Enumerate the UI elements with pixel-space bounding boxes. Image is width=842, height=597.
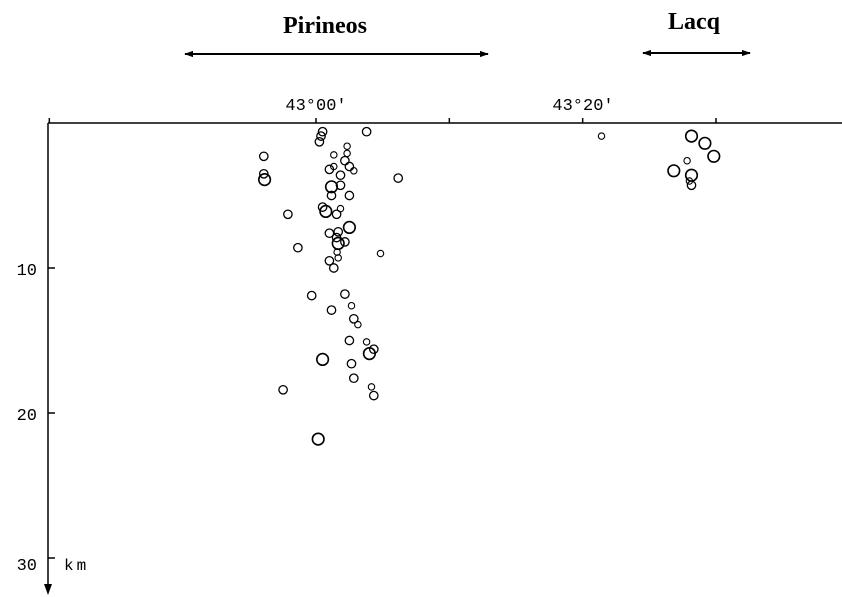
hypocenter-point-8: [314, 136, 325, 147]
hypocenter-point-20: [328, 263, 339, 273]
hypocenter-point-4: [293, 242, 303, 253]
earthquake-hypocenters: [258, 126, 721, 446]
hypocenter-point-58: [707, 149, 721, 163]
hypocenter-point-13: [330, 151, 338, 159]
depth-axis-arrowhead: [44, 584, 52, 595]
hypocenter-point-60: [667, 164, 681, 178]
hypocenter-point-15: [326, 190, 337, 201]
hypocenter-point-23: [335, 170, 346, 181]
x-tick-label-43-20: 43°20': [552, 97, 613, 116]
hypocenter-point-56: [684, 129, 699, 143]
hypocenter-point-47: [361, 126, 372, 137]
y-ticks: [48, 267, 55, 559]
hypocenter-point-40: [340, 289, 350, 299]
hypocenter-point-38: [342, 220, 357, 234]
x-tick-label-43-00: 43°00': [285, 97, 346, 116]
hypocenter-point-31: [336, 204, 345, 213]
hypocenter-point-45: [346, 358, 357, 369]
hypocenter-point-12: [324, 180, 339, 194]
hypocenter-point-16: [317, 202, 328, 212]
hypocenter-point-21: [326, 305, 337, 315]
hypocenter-point-43: [354, 320, 362, 329]
hypocenter-point-2: [258, 173, 272, 187]
x-ticks: [48, 118, 717, 123]
hypocenter-point-34: [344, 161, 355, 172]
hypocenter-point-5: [306, 290, 317, 301]
hypocenter-point-33: [343, 149, 351, 158]
region-label-lacq: Lacq: [668, 9, 721, 35]
hypocenter-point-41: [348, 313, 359, 324]
hypocenter-point-53: [376, 249, 385, 258]
hypocenter-point-39: [340, 237, 350, 247]
hypocenter-point-7: [311, 432, 325, 446]
hypocenter-point-35: [343, 142, 351, 150]
hypocenter-point-59: [683, 156, 691, 165]
hypocenter-point-52: [368, 390, 379, 401]
hypocenter-point-30: [334, 254, 342, 262]
hypocenter-point-42: [347, 301, 356, 310]
hypocenter-point-22: [316, 352, 330, 367]
hypocenter-point-55: [597, 132, 606, 140]
depth-unit-label: km: [64, 557, 89, 575]
hypocenter-point-36: [350, 167, 358, 175]
hypocenter-point-1: [258, 168, 269, 179]
hypocenter-point-51: [367, 383, 376, 391]
hypocenter-point-24: [335, 180, 346, 191]
hypocenter-point-46: [348, 373, 359, 384]
hypocenter-point-9: [316, 131, 326, 141]
hypocenter-point-63: [686, 180, 697, 191]
hypocenter-point-14: [330, 162, 338, 171]
hypocenter-point-6: [278, 384, 288, 395]
hypocenter-point-0: [258, 151, 269, 162]
hypocenter-point-19: [324, 255, 335, 266]
hypocenter-point-37: [344, 190, 355, 201]
hypocenter-point-57: [698, 136, 712, 150]
y-tick-label-30: 30: [17, 557, 37, 576]
hypocenter-point-17: [319, 204, 333, 218]
hypocenter-point-54: [393, 173, 404, 183]
y-tick-label-20: 20: [17, 407, 37, 426]
hypocenter-point-44: [344, 335, 355, 346]
hypocenter-point-10: [317, 126, 328, 137]
hypocenter-point-25: [331, 209, 342, 220]
hypocenter-point-32: [340, 155, 350, 166]
hypocenter-point-50: [368, 344, 379, 355]
region-label-pirineos: Pirineos: [283, 13, 367, 39]
y-tick-label-10: 10: [17, 262, 37, 281]
hypocenter-point-48: [362, 338, 371, 346]
hypocenter-point-28: [333, 226, 344, 237]
hypocenter-point-3: [283, 209, 293, 220]
